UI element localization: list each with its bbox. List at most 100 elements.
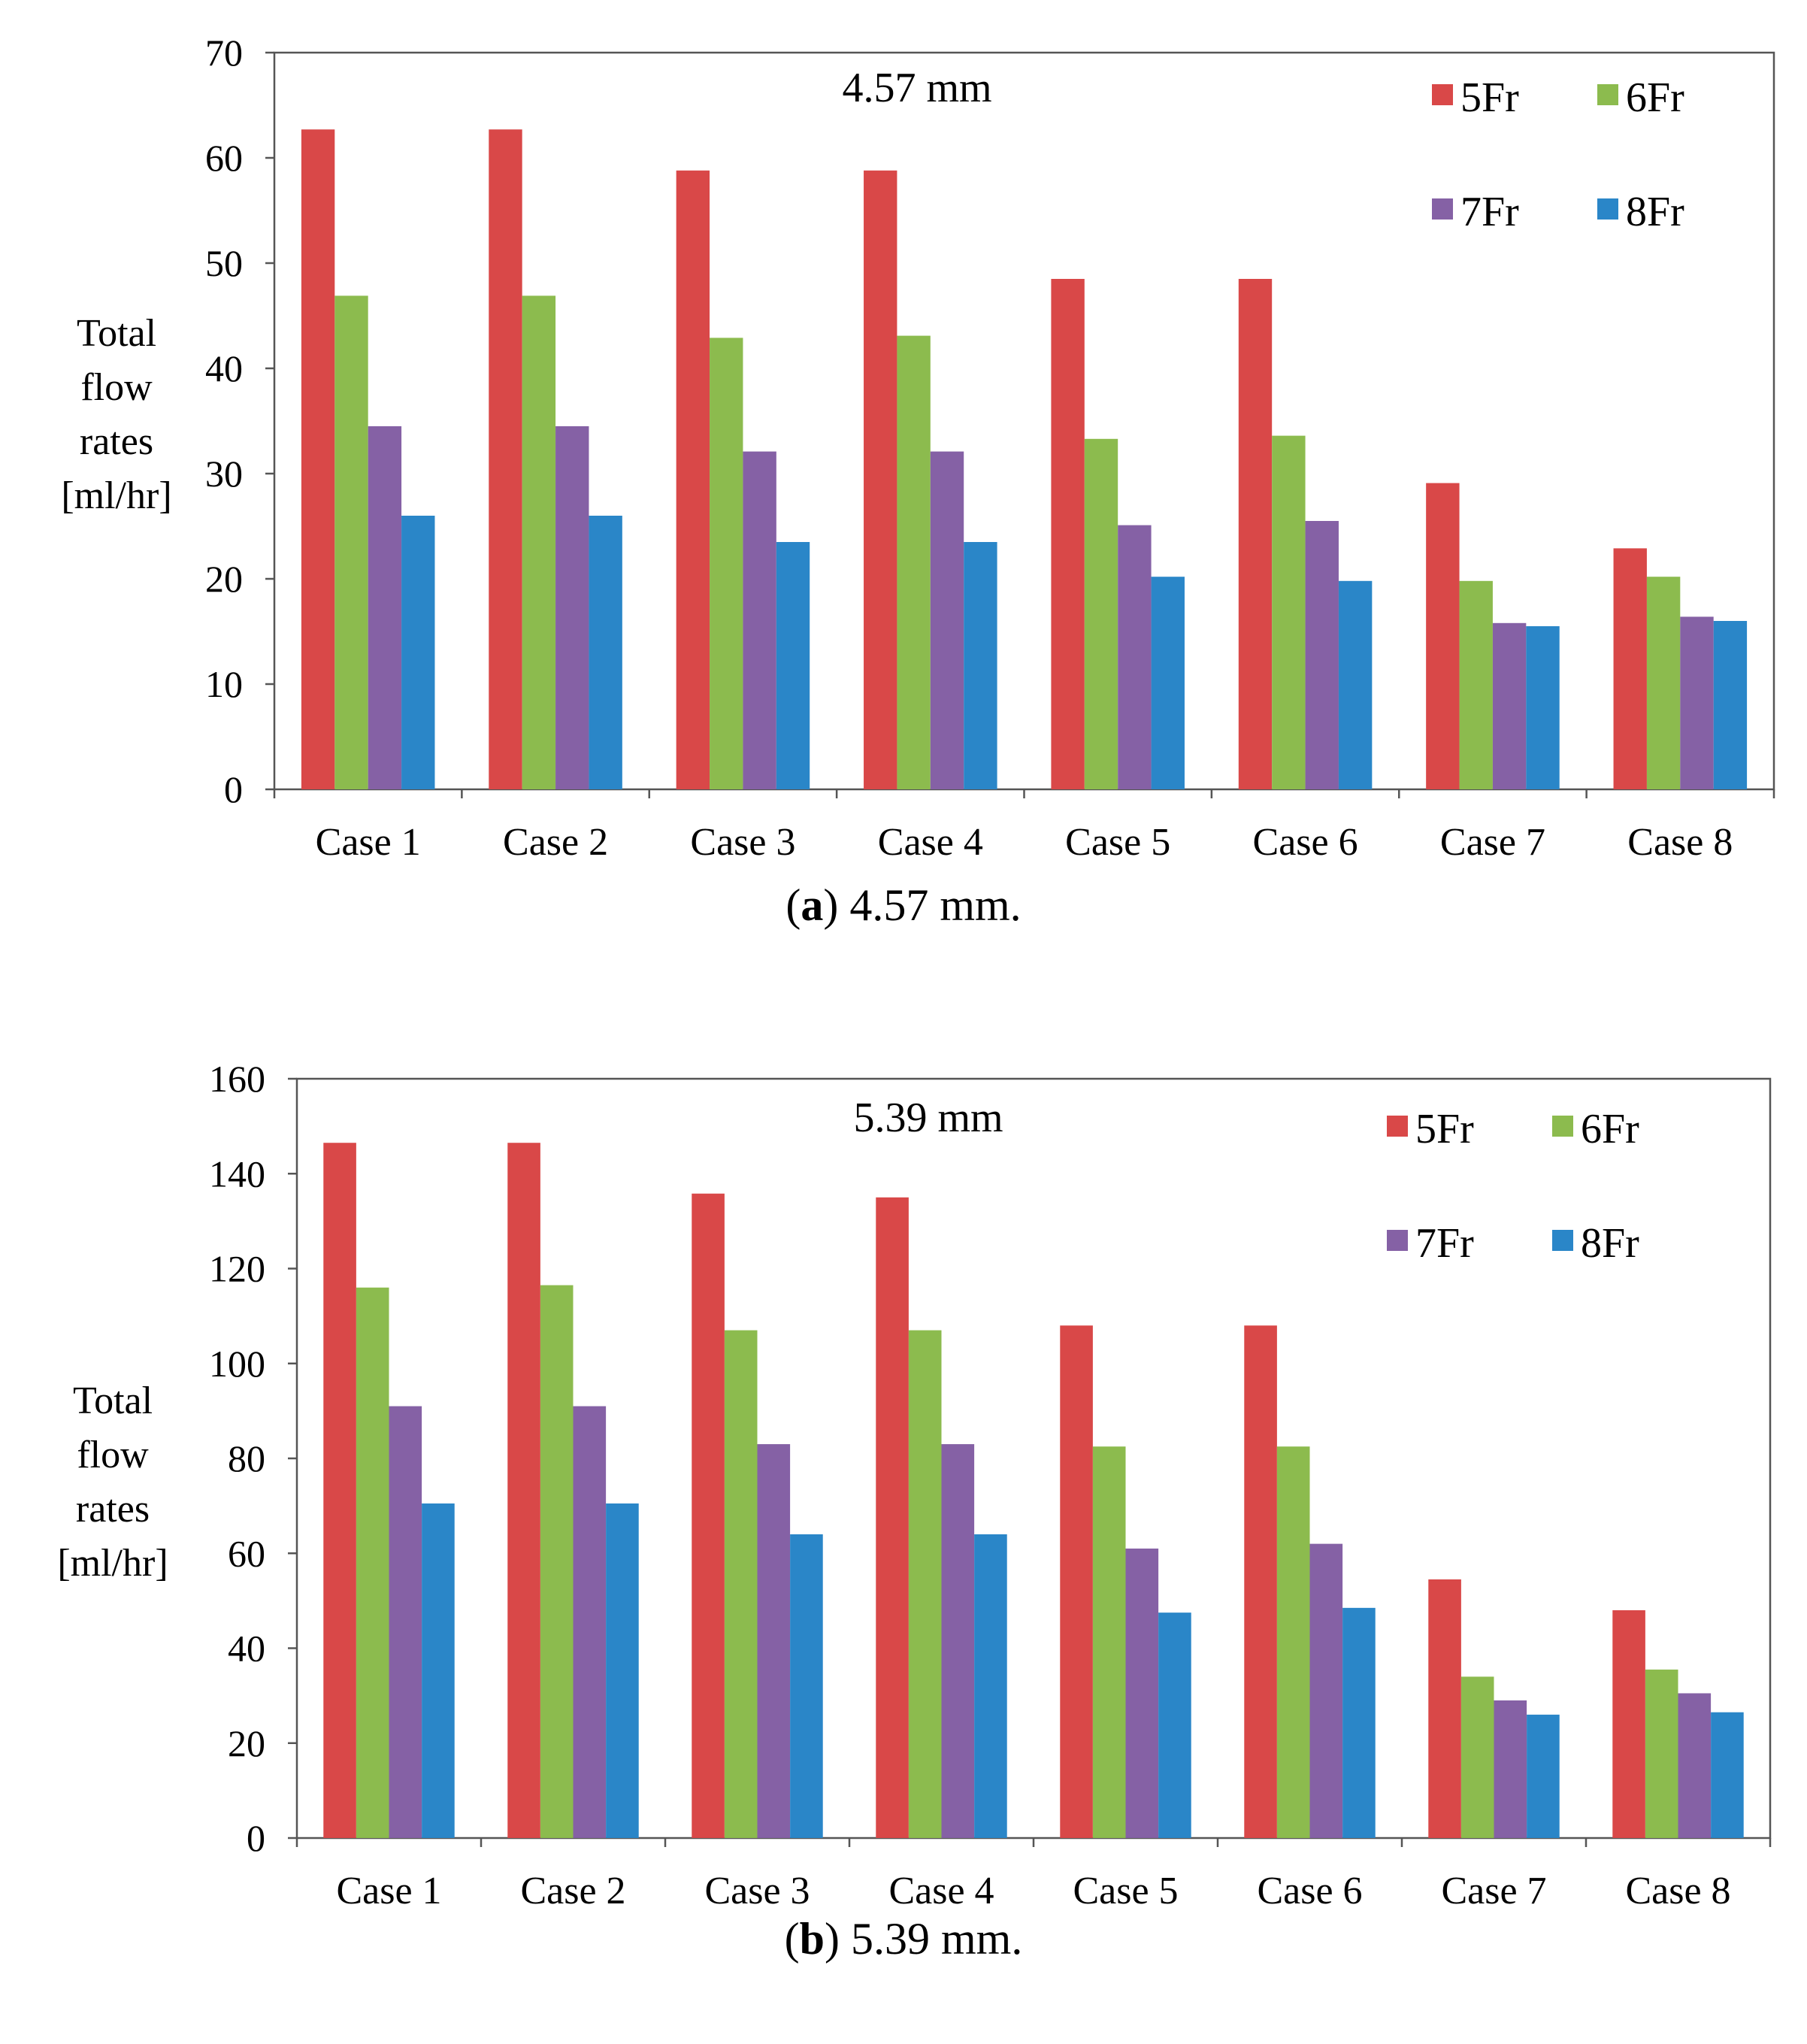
bar-chart-a: 0 10 20 30 40 50 60 70 Total flow rates [ml/hr] Case… [61,32,1775,864]
y-tick-label-b: 20 [228,1722,265,1764]
legend-label-7Fr-b: 7Fr [1415,1220,1474,1267]
caption-letter-a: a [801,880,824,930]
bar-7Fr-b [1309,1543,1343,1838]
bar-6Fr-b [724,1330,758,1838]
x-tick-label-b: Case 3 [704,1870,810,1912]
bar-7Fr-b [1125,1548,1159,1838]
bar-8Fr-a [401,516,435,789]
x-tick-label-a: Case 2 [503,821,608,864]
y-tick-label-b: 140 [209,1152,265,1195]
legend-label-5Fr-a: 5Fr [1460,74,1519,121]
legend-label-8Fr-b: 8Fr [1581,1220,1639,1267]
chart-panel-a: 0 10 20 30 40 50 60 70 Total flow rates [ml/hr] Case… [61,32,1775,930]
x-tick-label-b: Case 2 [520,1870,625,1912]
y-tick-label-b: 160 [209,1058,265,1100]
legend-swatch-6Fr-a [1597,84,1618,105]
legend-swatch-8Fr-b [1552,1230,1573,1251]
bar-5Fr-a [1238,279,1273,789]
bar-8Fr-b [790,1534,823,1838]
bar-6Fr-b [1645,1669,1678,1838]
bar-5Fr-a [676,170,710,790]
bar-chart-b: 0 20 40 60 80 100 120 140 160 Total flow rates [ml/h… [57,1058,1772,1912]
bar-7Fr-a [1680,616,1714,789]
chart-title-a: 4.57 mm [842,65,991,111]
y-tick-label-a: 20 [205,558,243,600]
chart-panel-b: 0 20 40 60 80 100 120 140 160 Total flow rates [ml/h… [0,1022,1807,2044]
y-tick-label-a: 70 [205,32,243,74]
bar-5Fr-b [876,1197,909,1838]
bar-8Fr-a [1338,580,1373,789]
x-tick-label-a: Case 5 [1065,821,1170,864]
y-axis-label-line-b: [ml/hr] [57,1542,168,1585]
y-axis-label-line-b: Total [73,1379,153,1422]
y-tick-label-a: 40 [205,347,243,389]
y-tick-label-b: 0 [247,1817,265,1859]
bar-8Fr-a [589,516,622,789]
bar-5Fr-b [1612,1610,1645,1838]
caption-a: (a) 4.57 mm. [785,880,1022,930]
x-tick-label-a: Case 8 [1627,821,1733,864]
bar-5Fr-b [1244,1325,1277,1838]
bar-6Fr-b [356,1287,389,1838]
y-tick-label-b: 60 [228,1532,265,1574]
x-tick-label-b: Case 4 [888,1870,994,1912]
x-tick-label-b: Case 5 [1073,1870,1178,1912]
x-tick-label-a: Case 1 [316,821,421,864]
bar-6Fr-a [1646,577,1681,789]
x-tick-label-b: Case 7 [1441,1870,1546,1912]
bar-8Fr-b [1158,1612,1191,1838]
bar-8Fr-a [1526,626,1560,789]
bar-6Fr-a [1084,438,1118,789]
bar-5Fr-b [507,1143,540,1838]
x-tick-label-b: Case 1 [336,1870,441,1912]
bar-7Fr-b [389,1406,422,1838]
legend-label-6Fr-a: 6Fr [1626,74,1684,121]
bar-8Fr-a [1713,621,1748,789]
legend-label-6Fr-b: 6Fr [1581,1106,1639,1152]
bar-5Fr-a [864,170,897,790]
bar-8Fr-a [964,542,997,789]
chart-title-b: 5.39 mm [853,1095,1003,1141]
caption-b: (b) 5.39 mm. [784,1914,1023,1964]
bar-6Fr-a [897,335,931,790]
y-axis-label-line-a: [ml/hr] [61,474,171,517]
bar-5Fr-a [1613,548,1647,789]
y-axis-label-line-a: Total [77,312,156,355]
bar-7Fr-a [1305,521,1339,789]
legend-swatch-6Fr-b [1552,1116,1573,1137]
y-tick-label-a: 0 [224,768,243,810]
x-tick-label-a: Case 3 [690,821,795,864]
y-tick-label-b: 120 [209,1248,265,1290]
bar-5Fr-a [1051,279,1085,789]
bar-5Fr-b [1428,1579,1461,1838]
caption-text-a: 4.57 mm. [849,880,1022,930]
legend-swatch-5Fr-b [1387,1116,1408,1137]
legend-swatch-7Fr-a [1432,198,1453,220]
bar-6Fr-a [522,295,556,789]
bar-8Fr-b [1342,1607,1376,1838]
bar-6Fr-a [334,295,368,789]
bar-5Fr-a [489,129,522,789]
bar-7Fr-a [1492,622,1527,789]
y-axis-label-line-a: rates [80,420,153,463]
bar-6Fr-a [710,338,743,789]
bar-7Fr-b [1678,1693,1712,1838]
bar-6Fr-b [908,1330,942,1838]
bar-8Fr-a [776,542,810,789]
bar-8Fr-b [1711,1712,1744,1838]
bar-7Fr-a [1118,525,1152,789]
y-tick-label-a: 50 [205,242,243,284]
x-tick-label-b: Case 8 [1625,1870,1730,1912]
y-tick-label-a: 60 [205,137,243,179]
bar-5Fr-a [301,129,335,789]
legend-label-8Fr-a: 8Fr [1626,189,1684,235]
legend-swatch-7Fr-b [1387,1230,1408,1251]
legend-label-7Fr-a: 7Fr [1460,189,1519,235]
y-tick-label-b: 80 [228,1437,265,1479]
y-tick-label-a: 10 [205,663,243,705]
bar-5Fr-b [692,1193,725,1838]
bar-6Fr-b [1460,1676,1494,1838]
caption-text-b: 5.39 mm. [851,1914,1023,1964]
bar-8Fr-b [422,1503,455,1838]
x-tick-label-a: Case 6 [1253,821,1358,864]
